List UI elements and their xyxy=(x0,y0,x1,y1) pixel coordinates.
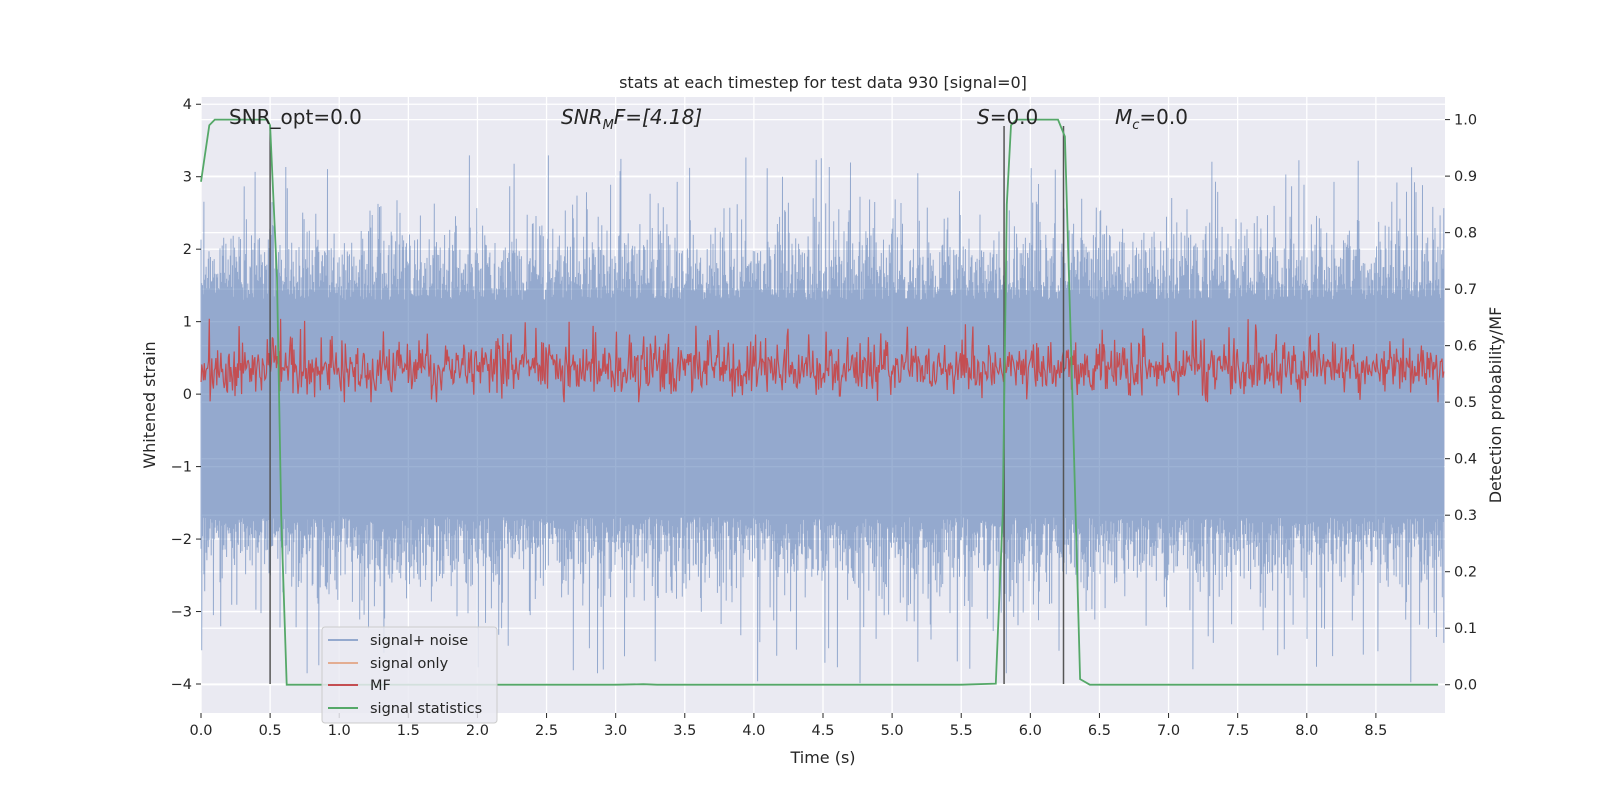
y-axis-ticks: −4 −3 −2 −1 0 1 2 3 4 xyxy=(171,97,201,693)
x-tick-label: 1.0 xyxy=(328,723,351,739)
y-tick-label: −1 xyxy=(171,460,192,476)
annotation-snr-mf: SNRMF=[4.18] xyxy=(561,105,702,133)
x-tick-label: 7.0 xyxy=(1157,723,1180,739)
y2-tick-label: 0.5 xyxy=(1454,395,1477,411)
x-tick-label: 2.5 xyxy=(535,723,558,739)
y-tick-label: −2 xyxy=(171,532,192,548)
x-tick-label: 5.0 xyxy=(881,723,904,739)
y2-tick-label: 0.3 xyxy=(1454,508,1477,524)
x-tick-label: 8.5 xyxy=(1364,723,1387,739)
annotation-mc: Mc=0.0 xyxy=(1115,105,1188,133)
y2-tick-label: 0.6 xyxy=(1454,339,1477,355)
legend-label-signal-statistics: signal statistics xyxy=(370,701,482,717)
y2-tick-label: 0.0 xyxy=(1454,678,1477,694)
x-tick-label: 6.0 xyxy=(1019,723,1042,739)
y-tick-label: −4 xyxy=(171,677,192,693)
y2-tick-label: 0.8 xyxy=(1454,226,1477,242)
x-tick-label: 3.5 xyxy=(673,723,696,739)
legend: signal+ noise signal only MF signal stat… xyxy=(321,626,498,724)
y2-tick-label: 0.9 xyxy=(1454,169,1477,185)
annotation-snr-opt: SNR_opt=0.0 xyxy=(229,105,362,129)
y-tick-label: 3 xyxy=(183,170,192,186)
y-tick-label: 0 xyxy=(183,387,192,403)
y-axis-label: Whitened strain xyxy=(140,341,159,468)
signal-noise-line xyxy=(200,155,1445,684)
x-tick-label: 7.5 xyxy=(1226,723,1249,739)
series-signal-noise xyxy=(200,155,1445,684)
x-tick-label: 2.0 xyxy=(466,723,489,739)
x-tick-label: 3.0 xyxy=(604,723,627,739)
signal-statistics-line xyxy=(200,118,1439,686)
y2-axis-ticks: 0.0 0.1 0.2 0.3 0.4 0.5 0.6 0.7 0.8 0.9 1.0 xyxy=(1445,113,1477,694)
x-axis-label: Time (s) xyxy=(789,748,855,767)
y-tick-label: −3 xyxy=(171,605,192,621)
x-tick-label: 4.0 xyxy=(742,723,765,739)
series-mf xyxy=(200,318,1445,403)
y2-tick-label: 0.4 xyxy=(1454,452,1477,468)
y-tick-label: 1 xyxy=(183,315,192,331)
legend-label-mf: MF xyxy=(370,678,391,694)
y-tick-label: 2 xyxy=(183,242,192,258)
legend-label-signal-noise: signal+ noise xyxy=(370,633,468,649)
x-tick-label: 8.0 xyxy=(1295,723,1318,739)
y2-tick-label: 0.7 xyxy=(1454,282,1477,298)
x-tick-label: 0.5 xyxy=(259,723,282,739)
y-tick-label: 4 xyxy=(183,97,192,113)
y2-tick-label: 0.1 xyxy=(1454,621,1477,637)
x-tick-label: 6.5 xyxy=(1088,723,1111,739)
x-tick-label: 5.5 xyxy=(950,723,973,739)
x-tick-label: 0.0 xyxy=(189,723,212,739)
legend-box xyxy=(321,626,498,724)
chart-title: stats at each timestep for test data 930… xyxy=(619,73,1027,92)
x-tick-label: 1.5 xyxy=(397,723,420,739)
y2-tick-label: 0.2 xyxy=(1454,565,1477,581)
y2-tick-label: 1.0 xyxy=(1454,113,1477,129)
series-signal-statistics xyxy=(200,118,1439,686)
y2-axis-label: Detection probability/MF xyxy=(1486,307,1505,504)
annotation-s: S=0.0 xyxy=(977,105,1038,129)
legend-label-signal-only: signal only xyxy=(370,656,449,672)
x-axis-ticks: 0.0 0.5 1.0 1.5 2.0 2.5 3.0 3.5 4.0 4.5 5.0 5.5 6.0 6… xyxy=(189,713,1387,739)
x-tick-label: 4.5 xyxy=(811,723,834,739)
mf-line xyxy=(200,318,1445,403)
